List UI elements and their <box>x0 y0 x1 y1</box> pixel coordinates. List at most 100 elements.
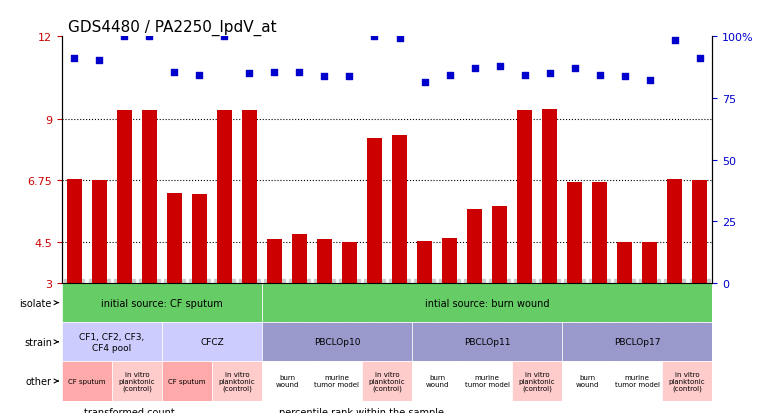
FancyBboxPatch shape <box>512 361 562 401</box>
FancyBboxPatch shape <box>262 323 412 361</box>
Bar <box>667 179 682 283</box>
Text: initial source: CF sputum: initial source: CF sputum <box>101 298 223 308</box>
Bar <box>567 182 582 283</box>
Bar <box>242 111 257 283</box>
Bar <box>117 111 132 283</box>
Text: murine
tumor model: murine tumor model <box>464 375 509 387</box>
Text: in vitro
planktonic
(control): in vitro planktonic (control) <box>368 371 406 391</box>
Point <box>643 78 656 84</box>
Bar <box>642 242 657 283</box>
Point <box>68 56 80 62</box>
Bar <box>292 234 307 283</box>
FancyBboxPatch shape <box>462 361 512 401</box>
Text: in vitro
planktonic
(control): in vitro planktonic (control) <box>218 371 255 391</box>
Bar <box>592 182 607 283</box>
Point <box>93 57 105 64</box>
Point <box>293 69 306 76</box>
Point <box>218 34 231 40</box>
Point <box>418 79 430 85</box>
Text: percentile rank within the sample: percentile rank within the sample <box>279 407 444 413</box>
Point <box>269 69 281 76</box>
Text: other: other <box>26 376 58 386</box>
Point <box>618 74 631 80</box>
Bar <box>67 406 80 413</box>
FancyBboxPatch shape <box>112 361 162 401</box>
Text: GDS4480 / PA2250_lpdV_at: GDS4480 / PA2250_lpdV_at <box>68 20 277 36</box>
Point <box>444 72 456 79</box>
Bar <box>67 179 82 283</box>
Point <box>118 34 131 40</box>
Text: in vitro
planktonic
(control): in vitro planktonic (control) <box>669 371 705 391</box>
Point <box>393 35 406 42</box>
Bar <box>217 111 232 283</box>
Point <box>669 38 681 45</box>
Point <box>344 74 356 80</box>
Bar <box>392 135 407 283</box>
Point <box>594 72 606 79</box>
Bar <box>167 193 182 283</box>
FancyBboxPatch shape <box>162 323 262 361</box>
Text: PBCLOp11: PBCLOp11 <box>464 337 510 347</box>
Text: burn
wound: burn wound <box>426 375 449 387</box>
Point <box>318 74 330 80</box>
Bar <box>442 238 457 283</box>
Bar <box>692 181 707 283</box>
Point <box>368 34 381 40</box>
Text: murine
tumor model: murine tumor model <box>314 375 359 387</box>
Text: transformed count: transformed count <box>84 407 175 413</box>
FancyBboxPatch shape <box>412 361 462 401</box>
FancyBboxPatch shape <box>612 361 662 401</box>
Bar <box>342 242 357 283</box>
Text: burn
wound: burn wound <box>276 375 299 387</box>
Text: PBCLOp10: PBCLOp10 <box>313 337 360 347</box>
Point <box>143 34 156 40</box>
Bar <box>92 181 107 283</box>
FancyBboxPatch shape <box>312 361 362 401</box>
Point <box>694 56 706 62</box>
Text: in vitro
planktonic
(control): in vitro planktonic (control) <box>118 371 156 391</box>
Point <box>468 65 481 72</box>
Bar <box>317 240 332 283</box>
FancyBboxPatch shape <box>362 361 412 401</box>
Bar <box>417 241 432 283</box>
Text: in vitro
planktonic
(control): in vitro planktonic (control) <box>519 371 556 391</box>
Point <box>568 65 580 72</box>
Text: CFCZ: CFCZ <box>200 337 224 347</box>
Point <box>243 71 255 77</box>
Bar <box>192 195 207 283</box>
Bar <box>617 242 632 283</box>
Text: intial source: burn wound: intial source: burn wound <box>425 298 550 308</box>
Text: CF1, CF2, CF3,
CF4 pool: CF1, CF2, CF3, CF4 pool <box>79 332 145 351</box>
FancyBboxPatch shape <box>562 323 712 361</box>
FancyBboxPatch shape <box>412 323 562 361</box>
Bar <box>262 406 275 413</box>
Point <box>543 71 556 77</box>
Point <box>519 72 531 79</box>
Bar <box>142 111 157 283</box>
Text: isolate: isolate <box>19 298 58 308</box>
Point <box>194 72 206 79</box>
Text: strain: strain <box>24 337 58 347</box>
Point <box>168 69 180 76</box>
FancyBboxPatch shape <box>62 323 162 361</box>
FancyBboxPatch shape <box>662 361 712 401</box>
Text: murine
tumor model: murine tumor model <box>615 375 659 387</box>
FancyBboxPatch shape <box>262 361 312 401</box>
FancyBboxPatch shape <box>562 361 612 401</box>
Text: burn
wound: burn wound <box>575 375 599 387</box>
Bar <box>367 138 382 283</box>
FancyBboxPatch shape <box>212 361 262 401</box>
Point <box>493 64 505 71</box>
Bar <box>517 111 532 283</box>
Bar <box>267 240 282 283</box>
FancyBboxPatch shape <box>62 361 112 401</box>
FancyBboxPatch shape <box>262 283 712 323</box>
Text: PBCLOp17: PBCLOp17 <box>614 337 660 347</box>
Bar <box>467 209 482 283</box>
Bar <box>492 207 507 283</box>
FancyBboxPatch shape <box>62 283 262 323</box>
Bar <box>542 110 557 283</box>
Text: CF sputum: CF sputum <box>168 378 206 384</box>
Text: CF sputum: CF sputum <box>68 378 106 384</box>
FancyBboxPatch shape <box>162 361 212 401</box>
